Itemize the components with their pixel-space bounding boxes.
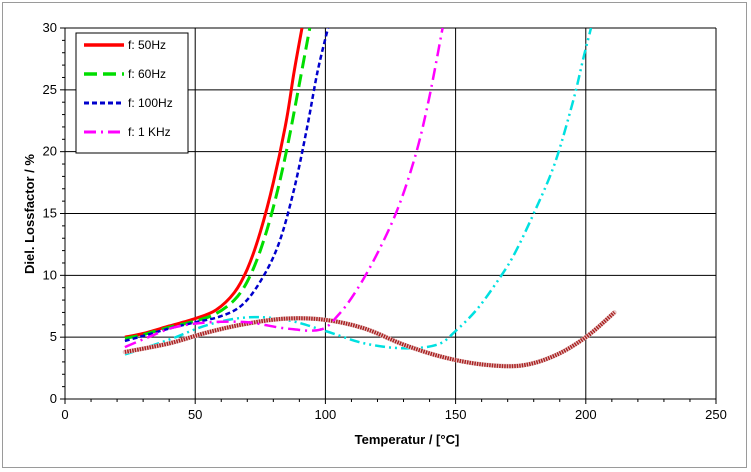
- legend-label: f: 1 KHz: [128, 125, 171, 139]
- y-tick-label: 0: [50, 391, 57, 406]
- y-tick-label: 30: [43, 20, 57, 35]
- series-group: [122, 28, 617, 369]
- y-axis-label: Diel. Lossfactor / %: [22, 154, 37, 274]
- legend-label: f: 50Hz: [128, 38, 166, 52]
- series-line-4: [124, 28, 444, 349]
- legend-label: f: 100Hz: [128, 96, 173, 110]
- legend-label: f: 60Hz: [128, 67, 166, 81]
- y-tick-label: 20: [43, 144, 57, 159]
- y-tick-label: 10: [43, 267, 57, 282]
- series-line-3: [124, 28, 330, 343]
- legend: f: 50Hz f: 60Hz f: 100Hz f: 1 KHz: [75, 32, 189, 154]
- series-layer: [122, 28, 617, 369]
- x-tick-label: 250: [705, 407, 727, 422]
- chart-frame: [2, 2, 747, 468]
- x-tick-label: 200: [575, 407, 597, 422]
- axis-layer: 0 5 10 15 20 25 30 0 50 100 150 200 250: [43, 20, 727, 422]
- x-tick-label: 50: [188, 407, 202, 422]
- x-tick-label: 150: [445, 407, 467, 422]
- y-tick-label: 15: [43, 206, 57, 221]
- y-tick-label: 25: [43, 82, 57, 97]
- x-axis-label: Temperatur / [°C]: [355, 432, 460, 447]
- x-tick-label: 100: [315, 407, 337, 422]
- x-tick-label: 0: [61, 407, 68, 422]
- series-line-5: [124, 28, 593, 356]
- y-tick-label: 5: [50, 329, 57, 344]
- series-line-6: [124, 310, 616, 369]
